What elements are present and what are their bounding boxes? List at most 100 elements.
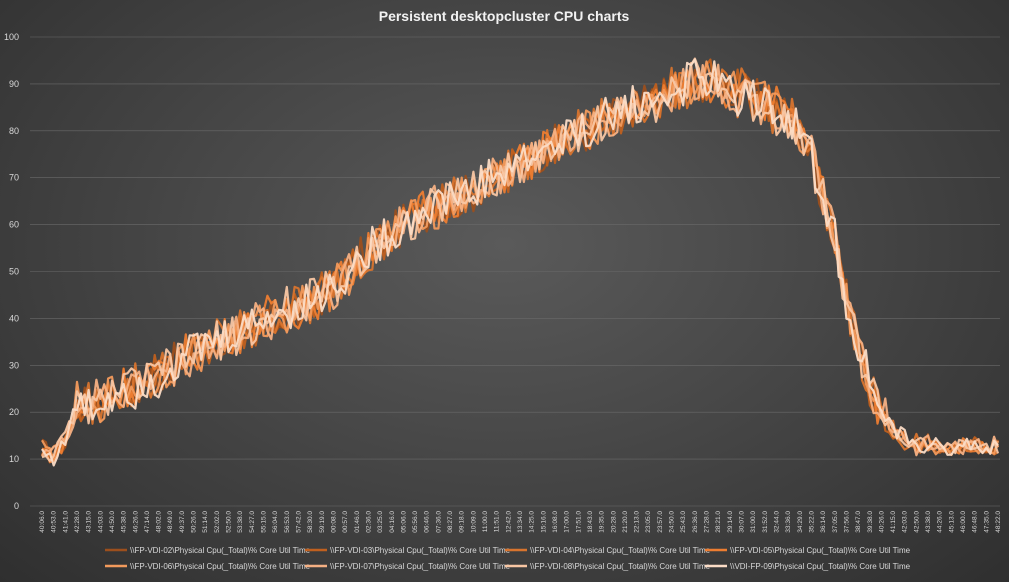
series-lines xyxy=(41,57,1000,467)
x-tick-label: 52:50.0 xyxy=(226,511,233,533)
x-tick-label: 54:27.0 xyxy=(249,511,256,533)
x-tick-label: 41:41.0 xyxy=(62,511,69,533)
chart-title: Persistent desktopcluster CPU charts xyxy=(379,8,630,24)
x-tick-label: 25:43.0 xyxy=(680,511,687,533)
legend-label: \\VDI-FP-09\Physical Cpu(_Total)\% Core … xyxy=(730,562,911,571)
y-tick-label: 30 xyxy=(9,360,19,370)
x-tick-label: 15:16.0 xyxy=(540,511,547,533)
x-tick-label: 46:00.0 xyxy=(960,511,967,533)
x-tick-label: 17:00.0 xyxy=(564,511,571,533)
x-tick-label: 37:05.0 xyxy=(832,511,839,533)
x-tick-label: 33:36.0 xyxy=(785,511,792,533)
series-line-8 xyxy=(41,58,999,467)
x-tick-label: 48:22.0 xyxy=(995,511,1002,533)
x-tick-label: 51:14.0 xyxy=(202,511,209,533)
x-tick-label: 16:08.0 xyxy=(552,511,559,533)
x-tick-label: 43:38.0 xyxy=(925,511,932,533)
y-tick-label: 0 xyxy=(14,501,19,511)
x-tick-label: 40:06.0 xyxy=(39,511,46,533)
x-tick-label: 30:07.0 xyxy=(739,511,746,533)
x-tick-label: 48:02.0 xyxy=(156,511,163,533)
legend-label: \\FP-VDI-05\Physical Cpu(_Total)\% Core … xyxy=(730,546,911,555)
x-tick-label: 24:50.0 xyxy=(669,511,676,533)
x-tick-label: 50:26.0 xyxy=(191,511,198,533)
x-tick-label: 27:28.0 xyxy=(704,511,711,533)
series-line-2 xyxy=(41,58,999,462)
x-tick-label: 12:42.0 xyxy=(505,511,512,533)
x-tick-label: 13:34.0 xyxy=(517,511,524,533)
x-tick-label: 45:38.0 xyxy=(121,511,128,533)
legend-label: \\FP-VDI-08\Physical Cpu(_Total)\% Core … xyxy=(530,562,711,571)
y-axis: 0 10 20 30 40 50 60 70 80 90 100 xyxy=(4,32,19,511)
y-tick-label: 20 xyxy=(9,407,19,417)
x-tick-label: 05:06.0 xyxy=(400,511,407,533)
legend-label: \\FP-VDI-04\Physical Cpu(_Total)\% Core … xyxy=(530,546,711,555)
x-tick-label: 20:28.0 xyxy=(610,511,617,533)
x-tick-label: 18:43.0 xyxy=(587,511,594,533)
x-tick-label: 04:16.0 xyxy=(389,511,396,533)
x-tick-label: 11:51.0 xyxy=(494,511,501,533)
y-tick-label: 10 xyxy=(9,454,19,464)
x-tick-label: 46:48.0 xyxy=(972,511,979,533)
x-tick-label: 00:57.0 xyxy=(342,511,349,533)
x-tick-label: 58:30.0 xyxy=(307,511,314,533)
x-tick-label: 22:13.0 xyxy=(634,511,641,533)
x-tick-label: 42:03.0 xyxy=(902,511,909,533)
y-tick-label: 70 xyxy=(9,173,19,183)
x-tick-label: 23:05.0 xyxy=(645,511,652,533)
x-tick-label: 23:57.0 xyxy=(657,511,664,533)
series-line-1 xyxy=(41,62,1000,459)
gridlines xyxy=(30,36,1000,507)
x-tick-label: 40:53.0 xyxy=(51,511,58,533)
x-tick-label: 36:14.0 xyxy=(820,511,827,533)
x-tick-label: 42:50.0 xyxy=(913,511,920,533)
x-tick-label: 34:29.0 xyxy=(797,511,804,533)
series-line-4 xyxy=(41,67,1000,464)
x-tick-label: 56:04.0 xyxy=(272,511,279,533)
x-tick-label: 37:56.0 xyxy=(843,511,850,533)
x-tick-label: 46:26.0 xyxy=(132,511,139,533)
x-tick-label: 56:53.0 xyxy=(284,511,291,533)
x-tick-label: 01:46.0 xyxy=(354,511,361,533)
x-tick-label: 28:21.0 xyxy=(715,511,722,533)
x-tick-label: 26:36.0 xyxy=(692,511,699,533)
series-line-7 xyxy=(41,57,1000,462)
x-tick-label: 10:09.0 xyxy=(470,511,477,533)
y-tick-label: 90 xyxy=(9,79,19,89)
series-line-5 xyxy=(41,60,1000,462)
legend-label: \\FP-VDI-07\Physical Cpu(_Total)\% Core … xyxy=(330,562,511,571)
x-tick-label: 49:37.0 xyxy=(179,511,186,533)
legend-label: \\FP-VDI-02\Physical Cpu(_Total)\% Core … xyxy=(130,546,311,555)
x-tick-label: 57:42.0 xyxy=(295,511,302,533)
x-tick-label: 47:35.0 xyxy=(983,511,990,533)
x-tick-label: 00:08.0 xyxy=(330,511,337,533)
x-tick-label: 39:38.0 xyxy=(867,511,874,533)
x-tick-label: 48:49.0 xyxy=(167,511,174,533)
x-tick-label: 43:15.0 xyxy=(86,511,93,533)
legend-label: \\FP-VDI-03\Physical Cpu(_Total)\% Core … xyxy=(330,546,511,555)
x-tick-label: 59:19.0 xyxy=(319,511,326,533)
series-line-3 xyxy=(41,66,999,457)
x-tick-label: 55:15.0 xyxy=(261,511,268,533)
x-tick-label: 05:56.0 xyxy=(412,511,419,533)
x-tick-label: 45:13.0 xyxy=(948,511,955,533)
x-tick-label: 31:52.0 xyxy=(762,511,769,533)
x-axis: 40:06.0 40:53.0 41:41.0 42:28.0 43:15.0 44:03… xyxy=(39,511,1002,533)
x-tick-label: 06:46.0 xyxy=(424,511,431,533)
y-tick-label: 50 xyxy=(9,267,19,277)
x-tick-label: 40:26.0 xyxy=(878,511,885,533)
x-tick-label: 21:20.0 xyxy=(622,511,629,533)
x-tick-label: 44:26.0 xyxy=(937,511,944,533)
x-tick-label: 42:28.0 xyxy=(74,511,81,533)
x-tick-label: 03:25.0 xyxy=(377,511,384,533)
legend-label: \\FP-VDI-06\Physical Cpu(_Total)\% Core … xyxy=(130,562,311,571)
y-tick-label: 40 xyxy=(9,313,19,323)
x-tick-label: 53:38.0 xyxy=(237,511,244,533)
legend: \\FP-VDI-02\Physical Cpu(_Total)\% Core … xyxy=(105,546,911,571)
x-tick-label: 08:27.0 xyxy=(447,511,454,533)
series-line-6 xyxy=(41,62,1000,457)
x-tick-label: 17:51.0 xyxy=(575,511,582,533)
x-tick-label: 52:02.0 xyxy=(214,511,221,533)
y-tick-label: 100 xyxy=(4,32,19,42)
